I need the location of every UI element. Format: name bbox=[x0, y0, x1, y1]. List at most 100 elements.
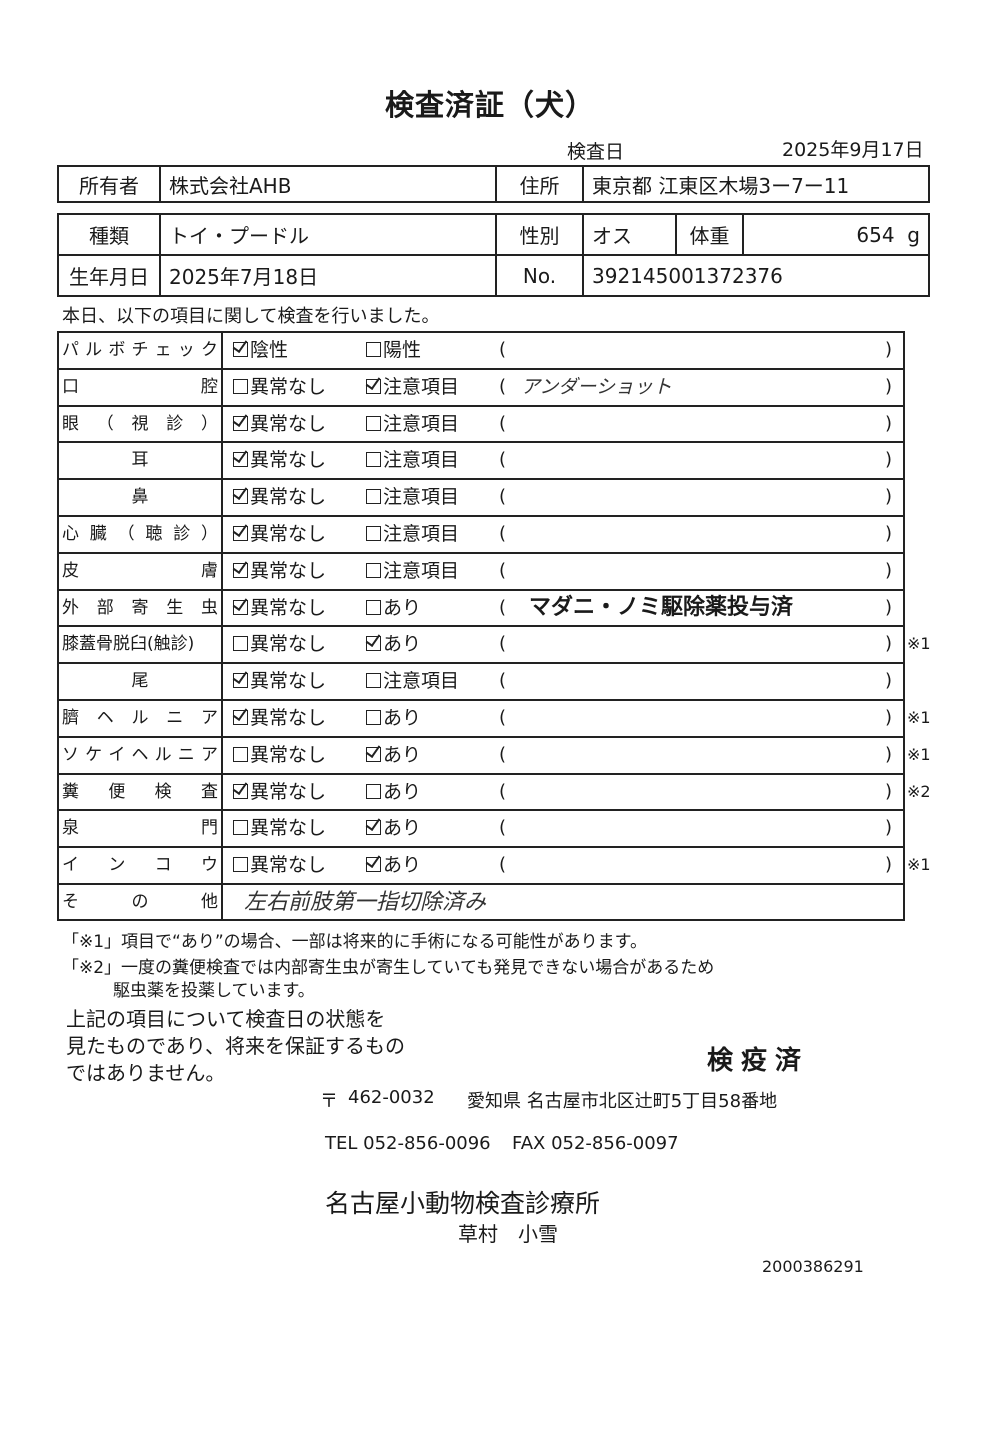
checkbox-checked-icon[interactable] bbox=[233, 452, 248, 468]
option-1[interactable]: 異常なし bbox=[233, 701, 326, 735]
checkbox-checked-icon[interactable] bbox=[233, 415, 248, 431]
row-label: 尾 bbox=[59, 664, 223, 699]
checkbox-checked-icon[interactable] bbox=[233, 525, 248, 541]
checkbox-icon[interactable] bbox=[366, 709, 381, 725]
paren-open: ( bbox=[499, 486, 507, 508]
checkbox-checked-icon[interactable] bbox=[366, 857, 381, 873]
option-1[interactable]: 異常なし bbox=[233, 407, 326, 441]
postal-code: 462-0032 bbox=[348, 1087, 435, 1108]
paren-close: ) bbox=[885, 670, 893, 692]
checkbox-checked-icon[interactable] bbox=[233, 342, 248, 357]
option-2[interactable]: 陽性 bbox=[366, 333, 421, 367]
option-2[interactable]: あり bbox=[366, 591, 421, 625]
option-1[interactable]: 異常なし bbox=[233, 591, 326, 625]
option-2[interactable]: 注意項目 bbox=[366, 407, 459, 441]
checkbox-icon[interactable] bbox=[366, 415, 381, 431]
row-label-char: 部 bbox=[96, 597, 114, 618]
option-label: 異常なし bbox=[250, 706, 327, 729]
checkbox-icon[interactable] bbox=[233, 378, 248, 394]
check-row: イ ン コ ウ 異常なし あり () ※1 bbox=[59, 848, 931, 885]
option-1[interactable]: 異常なし bbox=[233, 627, 326, 661]
option-1[interactable]: 異常なし bbox=[233, 775, 326, 809]
document-number: 2000386291 bbox=[762, 1257, 864, 1276]
row-label-char: ニ bbox=[166, 707, 184, 728]
option-2[interactable]: あり bbox=[366, 738, 421, 772]
statement-line: 見たものであり、将来を保証するもの bbox=[66, 1034, 405, 1058]
row-label-char: そ bbox=[62, 891, 79, 912]
document-title: 検査済証（犬） bbox=[384, 88, 595, 122]
option-2[interactable]: あり bbox=[366, 811, 421, 845]
option-1[interactable]: 異常なし bbox=[233, 664, 326, 698]
option-1[interactable]: 異常なし bbox=[233, 848, 326, 882]
option-1[interactable]: 異常なし bbox=[233, 554, 326, 588]
option-2[interactable]: あり bbox=[366, 848, 421, 882]
check-row: ソケイヘルニア 異常なし あり () ※1 bbox=[59, 737, 931, 775]
option-1[interactable]: 異常なし bbox=[233, 443, 326, 477]
checkbox-icon[interactable] bbox=[233, 857, 248, 873]
checkbox-checked-icon[interactable] bbox=[233, 709, 248, 725]
option-2[interactable]: 注意項目 bbox=[366, 517, 459, 551]
checkbox-icon[interactable] bbox=[366, 599, 381, 615]
paren-open: ( bbox=[499, 706, 507, 728]
checkbox-checked-icon[interactable] bbox=[366, 820, 381, 836]
option-1[interactable]: 陰性 bbox=[233, 333, 288, 367]
option-2[interactable]: 注意項目 bbox=[366, 443, 459, 477]
option-2[interactable]: あり bbox=[366, 701, 421, 735]
row-label-char: ア bbox=[201, 707, 218, 728]
checkbox-checked-icon[interactable] bbox=[233, 673, 248, 689]
paren-open: ( bbox=[499, 670, 507, 692]
option-1[interactable]: 異常なし bbox=[233, 811, 326, 845]
option-label: 異常なし bbox=[250, 559, 327, 582]
option-2[interactable]: 注意項目 bbox=[366, 370, 459, 404]
checkbox-checked-icon[interactable] bbox=[233, 783, 248, 799]
row-label: 鼻 bbox=[59, 480, 223, 515]
exam-date: 2025年9月17日 bbox=[782, 139, 924, 161]
option-label: 異常なし bbox=[250, 596, 327, 619]
option-2[interactable]: あり bbox=[366, 775, 421, 809]
option-1[interactable]: 異常なし bbox=[233, 480, 326, 514]
checkbox-icon[interactable] bbox=[366, 452, 381, 468]
statement-line: ではありません。 bbox=[66, 1061, 226, 1085]
option-label: あり bbox=[383, 780, 422, 803]
paren-open: ( bbox=[499, 854, 507, 876]
checkbox-checked-icon[interactable] bbox=[233, 489, 248, 505]
paren-open: ( bbox=[499, 596, 507, 618]
row-label-char: 口 bbox=[62, 376, 79, 397]
checkbox-icon[interactable] bbox=[233, 746, 248, 762]
check-table: パルボチェック陰性 陽性() 口腔異常なし 注意項目() アンダーショット眼（視診）異常… bbox=[57, 331, 931, 921]
checkbox-checked-icon[interactable] bbox=[233, 599, 248, 615]
checkbox-icon[interactable] bbox=[366, 562, 381, 578]
checkbox-checked-icon[interactable] bbox=[366, 636, 381, 652]
checkbox-icon[interactable] bbox=[366, 783, 381, 799]
option-label: 注意項目 bbox=[383, 412, 460, 435]
checkbox-icon[interactable] bbox=[366, 489, 381, 505]
checkbox-checked-icon[interactable] bbox=[366, 746, 381, 762]
checkbox-icon[interactable] bbox=[366, 673, 381, 689]
paren-open: ( bbox=[499, 449, 507, 471]
row-label-char: 膝蓋骨脱臼(触診) bbox=[62, 634, 195, 655]
option-1[interactable]: 異常なし bbox=[233, 517, 326, 551]
other-value: 左右前肢第一指切除済み bbox=[244, 889, 487, 915]
option-label: 異常なし bbox=[250, 449, 327, 472]
checkbox-icon[interactable] bbox=[366, 342, 381, 357]
option-2[interactable]: 注意項目 bbox=[366, 664, 459, 698]
checkbox-icon[interactable] bbox=[233, 636, 248, 652]
option-2[interactable]: あり bbox=[366, 627, 421, 661]
checkbox-icon[interactable] bbox=[233, 820, 248, 836]
check-row: 皮膚異常なし 注意項目() bbox=[59, 553, 903, 591]
checkbox-checked-icon[interactable] bbox=[233, 562, 248, 578]
checkbox-checked-icon[interactable] bbox=[366, 378, 381, 394]
row-label: 外部寄生虫 bbox=[59, 590, 223, 626]
row-label-char: 便 bbox=[108, 781, 126, 802]
option-1[interactable]: 異常なし bbox=[233, 738, 326, 772]
birth-value: 2025年7月18日 bbox=[159, 254, 497, 297]
option-2[interactable]: 注意項目 bbox=[366, 554, 459, 588]
option-2[interactable]: 注意項目 bbox=[366, 480, 459, 514]
row-label-char: ル bbox=[131, 707, 149, 728]
row-label-char: 寄 bbox=[131, 597, 149, 618]
option-1[interactable]: 異常なし bbox=[233, 370, 326, 404]
paren-close: ) bbox=[885, 780, 893, 802]
row-label: 口腔 bbox=[59, 369, 223, 405]
checkbox-icon[interactable] bbox=[366, 525, 381, 541]
row-label-char: ボ bbox=[108, 340, 126, 360]
